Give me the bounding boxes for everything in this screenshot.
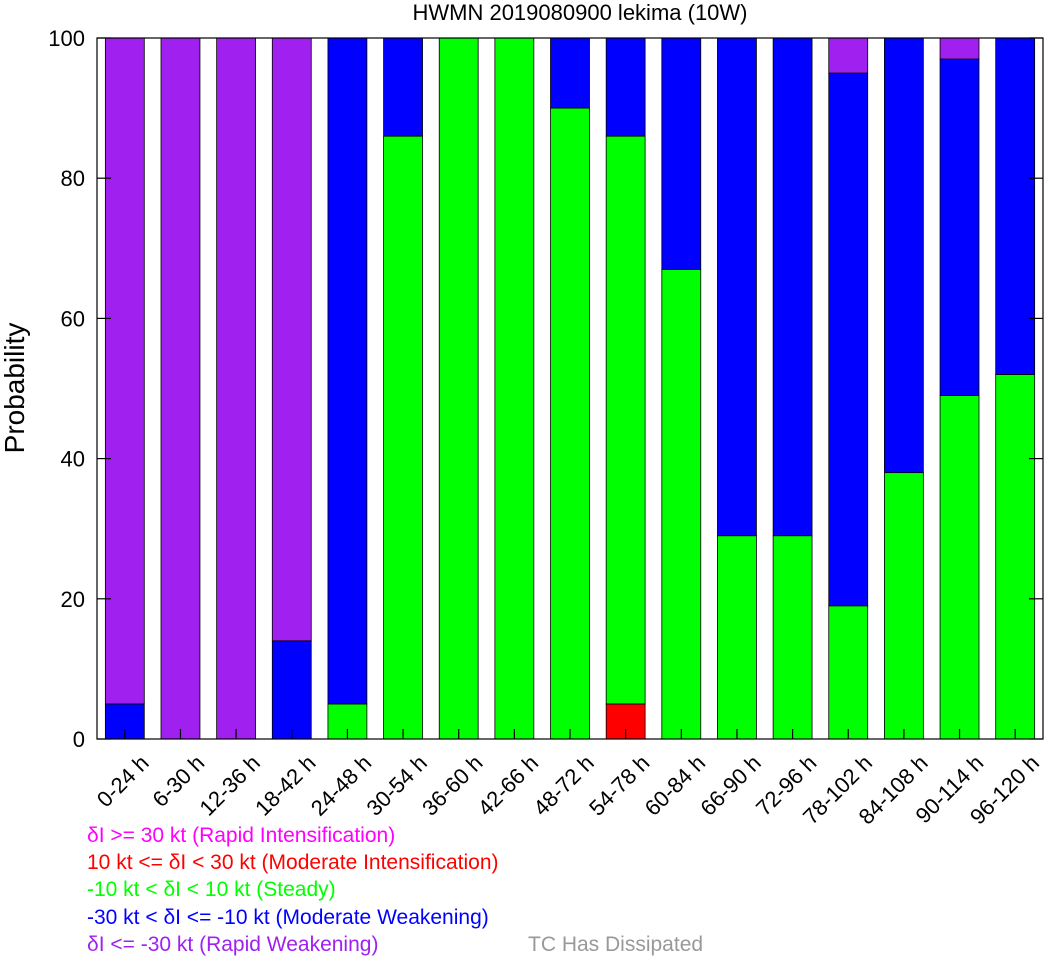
bar-segment <box>160 37 201 740</box>
y-tick-label: 60 <box>61 306 85 331</box>
x-tick-label: 36-60 h <box>417 750 487 820</box>
bar-segment <box>605 135 646 705</box>
legend-entry: 10 kt <= δI < 30 kt (Moderate Intensific… <box>87 851 499 874</box>
bar-segment <box>717 37 757 537</box>
bar-segment <box>661 37 702 270</box>
y-tick-label: 20 <box>61 587 85 612</box>
bar-segment <box>383 37 423 137</box>
legend-entry: -30 kt < δI <= -10 kt (Moderate Weakenin… <box>87 906 489 929</box>
y-tick-label: 80 <box>61 166 85 191</box>
bar-segment <box>327 37 368 705</box>
bar-segment <box>828 605 869 740</box>
bar-segment <box>995 374 1036 740</box>
bar-segment <box>772 37 813 537</box>
y-tick-label: 100 <box>48 26 85 51</box>
bar-segment <box>271 37 312 642</box>
legend-entry: δI <= -30 kt (Rapid Weakening) <box>87 933 378 956</box>
x-tick-label: 54-78 h <box>584 750 654 820</box>
x-axis-ticks: 0-24 h6-30 h12-36 h18-42 h24-48 h30-54 h… <box>92 729 1044 829</box>
x-tick-label: 18-42 h <box>250 750 320 820</box>
bar-segment <box>884 37 924 474</box>
x-tick-label: 48-72 h <box>528 750 598 820</box>
chart-title: HWMN 2019080900 lekima (10W) <box>412 0 747 25</box>
bar-segment <box>828 37 869 74</box>
bar-segment <box>383 135 423 740</box>
bar-segment <box>717 535 757 740</box>
bar-segment <box>661 268 702 740</box>
bar-segment <box>605 37 646 137</box>
x-tick-label: 12-36 h <box>195 750 265 820</box>
x-tick-label: 60-84 h <box>640 750 710 820</box>
y-axis-label: Probability <box>0 323 30 454</box>
bar-segment <box>550 107 590 740</box>
legend: δI >= 30 kt (Rapid Intensification) 10 kt… <box>87 824 703 956</box>
bar-segment <box>216 37 256 740</box>
bar-segment <box>494 37 535 740</box>
bar-segment <box>995 37 1036 375</box>
x-tick-label: 42-66 h <box>473 750 543 820</box>
y-tick-label: 40 <box>61 447 85 472</box>
legend-entry: TC Has Dissipated <box>528 933 703 956</box>
bar-segment <box>939 58 980 396</box>
y-axis-ticks: 0 20 40 60 80 100 <box>48 26 1043 752</box>
legend-entry: -10 kt < δI < 10 kt (Steady) <box>87 878 336 901</box>
bar-segment <box>828 72 869 607</box>
x-tick-label: 0-24 h <box>92 750 154 812</box>
bar-segment <box>939 395 980 740</box>
x-tick-label: 66-90 h <box>695 750 765 820</box>
bar-segment <box>104 37 145 705</box>
bar-segment <box>939 37 980 60</box>
bar-segment <box>271 640 312 740</box>
bar-segment <box>550 37 590 109</box>
bar-segment <box>884 472 924 740</box>
x-tick-label: 24-48 h <box>306 750 376 820</box>
legend-entry: δI >= 30 kt (Rapid Intensification) <box>87 824 395 847</box>
y-tick-label: 0 <box>73 727 85 752</box>
x-tick-label: 30-54 h <box>361 750 431 820</box>
bar-segment <box>438 37 479 740</box>
bars-group <box>104 37 1036 740</box>
bar-segment <box>772 535 813 740</box>
